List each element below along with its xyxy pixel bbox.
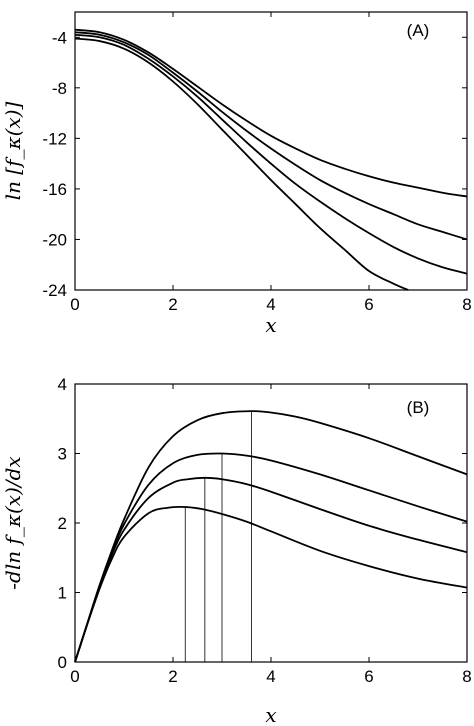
panel-b-xlabel: x (265, 703, 276, 726)
panel-a-xtick-label: 6 (364, 295, 373, 314)
panel-a-xlabel: x (265, 313, 276, 337)
panel-a-ytick-label: -8 (52, 79, 67, 98)
panel-b-ylabel: -dln f_κ(x)/dx (1, 456, 25, 589)
panel-a-series (74, 28, 468, 291)
panel-b-series (74, 410, 468, 663)
panel-b-xtick-label: 4 (266, 667, 275, 686)
panel-b-ytick-label: 3 (58, 445, 67, 464)
panel-b-series-line-3 (74, 476, 468, 663)
panel-b-xtick-label: 6 (364, 667, 373, 686)
panel-b-ytick-label: 1 (58, 584, 67, 603)
panel-a-xtick-label: 2 (168, 295, 177, 314)
panel-a-xtick-label: 0 (70, 295, 79, 314)
panel-a-ytick-label: -24 (42, 281, 67, 300)
panel-b: 0 2 4 6 8 0 1 2 3 4 (B) x -dln f_κ(x)/dx (1, 375, 472, 726)
panel-b-series-line-2 (74, 452, 468, 663)
panel-a-ytick-label: -12 (42, 129, 67, 148)
panel-b-ytick-label: 2 (58, 514, 67, 533)
panel-a-xtick-label: 4 (266, 295, 275, 314)
panel-b-series-line-4 (74, 505, 468, 663)
panel-a: 0 2 4 6 8 -4 -8 -12 -16 -20 -24 (A) x ln [f_κ(x)] (1, 11, 472, 337)
panel-b-frame (74, 383, 468, 663)
panel-a-series-line-4 (74, 37, 409, 291)
panel-a-ytick-label: -20 (42, 230, 67, 249)
panel-a-ticks: 0 2 4 6 8 -4 -8 -12 -16 -20 -24 (42, 12, 472, 314)
panel-a-ytick-label: -4 (52, 28, 67, 47)
panel-a-ytick-label: -16 (42, 180, 67, 199)
panel-b-xtick-label: 8 (462, 667, 471, 686)
panel-a-ylabel: ln [f_κ(x)] (1, 101, 25, 200)
panel-b-xtick-label: 0 (70, 667, 79, 686)
panel-a-series-line-2 (74, 31, 468, 241)
panel-a-tag: (A) (407, 21, 430, 40)
panel-b-ytick-label: 4 (58, 375, 67, 394)
panel-b-ticks: 0 2 4 6 8 0 1 2 3 4 (58, 375, 472, 686)
panel-a-series-line-3 (74, 33, 468, 275)
panel-a-xtick-label: 8 (462, 295, 471, 314)
panel-b-ytick-label: 0 (58, 653, 67, 672)
panel-b-tag: (B) (407, 398, 430, 417)
panel-a-series-line-1 (74, 28, 468, 198)
panel-b-xtick-label: 2 (168, 667, 177, 686)
